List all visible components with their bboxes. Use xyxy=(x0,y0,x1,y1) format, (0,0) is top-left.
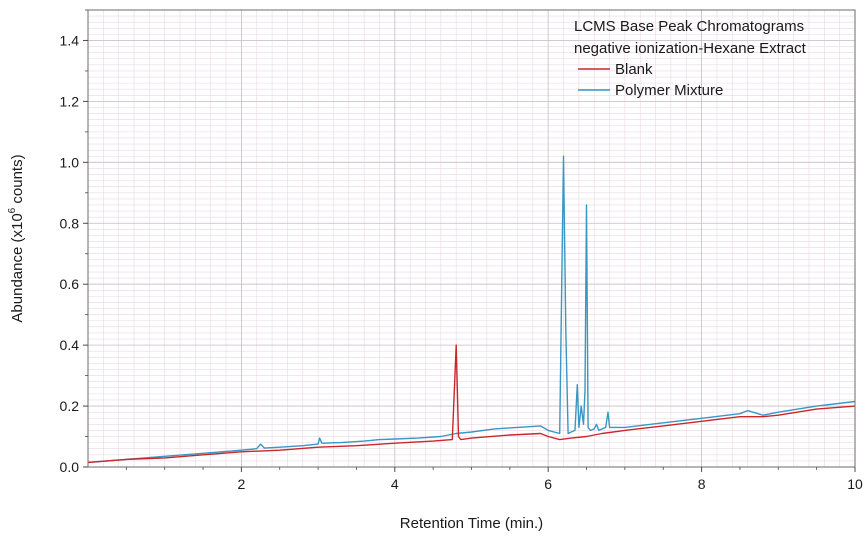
legend: LCMS Base Peak Chromatograms negative io… xyxy=(574,18,807,99)
axis-ticks: 2 4 6 8 10 0.0 0.2 0.4 0.6 0.8 1.0 1.2 1.4 xyxy=(60,9,863,492)
legend-label-blank: Blank xyxy=(615,61,653,78)
x-axis-title: Retention Time (min.) xyxy=(400,515,543,532)
y-axis-title-superscript: 6 xyxy=(7,207,18,213)
y-tick-label: 0.0 xyxy=(60,459,80,475)
y-axis-title: Abundance (x106 counts) xyxy=(7,154,26,322)
y-tick-label: 0.6 xyxy=(60,276,80,292)
x-tick-label: 4 xyxy=(391,476,399,492)
x-tick-label: 10 xyxy=(847,476,863,492)
x-tick-label: 6 xyxy=(544,476,552,492)
legend-title-line-2: negative ionization-Hexane Extract xyxy=(574,40,807,57)
x-tick-label: 2 xyxy=(238,476,246,492)
y-tick-label: 1.4 xyxy=(60,32,80,48)
y-tick-label: 0.8 xyxy=(60,215,80,231)
legend-label-polymer-mixture: Polymer Mixture xyxy=(615,82,723,99)
x-tick-label: 8 xyxy=(698,476,706,492)
y-tick-label: 0.4 xyxy=(60,337,80,353)
y-axis-title-suffix: counts) xyxy=(9,154,26,207)
series-line-polymer-mixture xyxy=(87,155,856,464)
y-tick-label: 1.2 xyxy=(60,93,80,109)
y-tick-label: 0.2 xyxy=(60,398,80,414)
y-tick-label: 1.0 xyxy=(60,154,80,170)
major-grid xyxy=(88,10,855,467)
y-axis-title-prefix: Abundance (x10 xyxy=(9,213,26,322)
legend-title-line-1: LCMS Base Peak Chromatograms xyxy=(574,18,804,35)
series-layer xyxy=(87,155,856,464)
series-line-blank xyxy=(87,344,856,464)
